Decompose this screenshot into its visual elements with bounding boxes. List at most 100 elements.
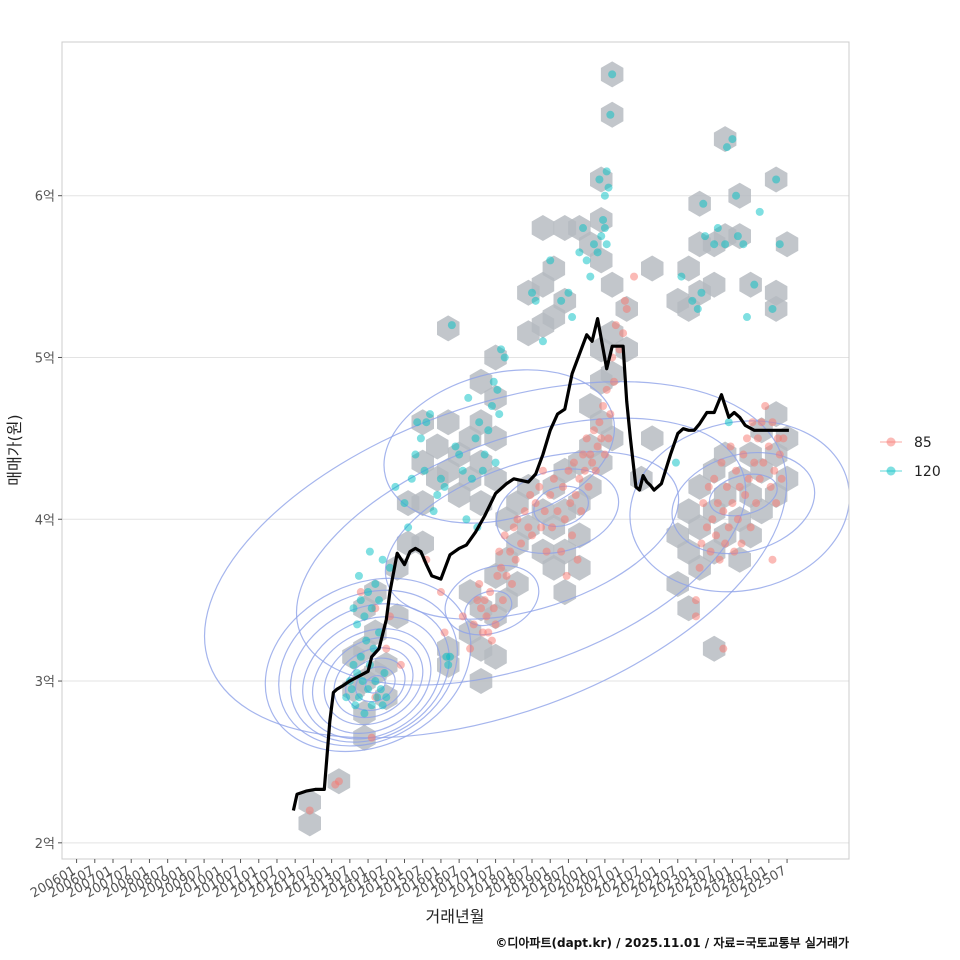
point-120 bbox=[367, 604, 376, 613]
point-85 bbox=[580, 466, 589, 475]
point-85 bbox=[305, 806, 314, 815]
point-85 bbox=[586, 450, 595, 459]
point-120 bbox=[722, 143, 731, 152]
density-contour bbox=[671, 451, 816, 555]
point-85 bbox=[604, 434, 613, 443]
point-85 bbox=[588, 458, 597, 467]
point-85 bbox=[564, 466, 573, 475]
point-120 bbox=[597, 232, 606, 241]
point-85 bbox=[739, 450, 748, 459]
point-120 bbox=[342, 693, 351, 702]
point-85 bbox=[719, 507, 728, 516]
point-85 bbox=[764, 442, 773, 451]
point-120 bbox=[475, 418, 484, 427]
point-85 bbox=[753, 434, 762, 443]
point-120 bbox=[733, 232, 742, 241]
point-85 bbox=[526, 490, 535, 499]
hex-bin bbox=[568, 554, 591, 581]
point-85 bbox=[568, 531, 577, 540]
point-85 bbox=[732, 466, 741, 475]
point-85 bbox=[766, 482, 775, 491]
point-120 bbox=[446, 652, 455, 661]
x-axis: 2006012006072007012007072008012008072009… bbox=[28, 859, 789, 901]
point-85 bbox=[691, 596, 700, 605]
point-120 bbox=[425, 410, 434, 419]
point-85 bbox=[717, 458, 726, 467]
point-120 bbox=[451, 442, 460, 451]
point-85 bbox=[537, 523, 546, 532]
density-contour bbox=[444, 564, 540, 636]
point-85 bbox=[691, 612, 700, 621]
point-85 bbox=[744, 474, 753, 483]
point-85 bbox=[553, 507, 562, 516]
point-85 bbox=[768, 555, 777, 564]
point-120 bbox=[455, 450, 464, 459]
point-120 bbox=[595, 175, 604, 184]
y-tick-label: 5억 bbox=[35, 351, 55, 366]
point-120 bbox=[374, 596, 383, 605]
point-120 bbox=[422, 418, 431, 427]
point-85 bbox=[517, 539, 526, 548]
point-120 bbox=[380, 668, 389, 677]
point-85 bbox=[770, 466, 779, 475]
point-85 bbox=[600, 450, 609, 459]
point-85 bbox=[595, 418, 604, 427]
point-85 bbox=[706, 547, 715, 556]
point-120 bbox=[411, 450, 420, 459]
y-axis: 2억 3억 4억 5억 6억 bbox=[35, 190, 62, 852]
point-85 bbox=[630, 272, 639, 281]
point-120 bbox=[378, 701, 387, 710]
point-120 bbox=[713, 224, 722, 233]
point-85 bbox=[750, 458, 759, 467]
point-85 bbox=[591, 466, 600, 475]
point-85 bbox=[549, 474, 558, 483]
panel-border bbox=[61, 41, 850, 860]
hex-bin bbox=[385, 603, 409, 630]
point-85 bbox=[557, 547, 566, 556]
legend: 85 120 bbox=[880, 435, 941, 480]
point-120 bbox=[688, 296, 697, 305]
density-contour bbox=[708, 473, 778, 517]
point-85 bbox=[495, 547, 504, 556]
hex-bin bbox=[702, 271, 726, 298]
point-85 bbox=[602, 385, 611, 394]
point-120 bbox=[564, 288, 573, 297]
point-120 bbox=[579, 224, 588, 233]
point-85 bbox=[520, 507, 529, 516]
hex-bin bbox=[484, 643, 507, 670]
point-120 bbox=[772, 175, 781, 184]
point-85 bbox=[524, 523, 533, 532]
density-contour bbox=[311, 628, 432, 734]
point-85 bbox=[589, 426, 598, 435]
point-120 bbox=[360, 709, 369, 718]
point-120 bbox=[436, 474, 445, 483]
point-120 bbox=[371, 579, 380, 588]
point-120 bbox=[373, 693, 382, 702]
point-85 bbox=[761, 402, 770, 411]
point-85 bbox=[719, 644, 728, 653]
point-120 bbox=[351, 701, 360, 710]
point-120 bbox=[416, 434, 425, 443]
point-85 bbox=[726, 442, 735, 451]
point-120 bbox=[557, 296, 566, 305]
hex-bin bbox=[298, 789, 321, 816]
point-120 bbox=[602, 240, 611, 249]
point-120 bbox=[742, 313, 751, 322]
point-120 bbox=[671, 458, 680, 467]
point-85 bbox=[466, 644, 475, 653]
point-85 bbox=[538, 466, 547, 475]
hex-bin bbox=[702, 635, 726, 662]
point-85 bbox=[548, 523, 557, 532]
point-120 bbox=[602, 167, 611, 176]
point-85 bbox=[487, 636, 496, 645]
point-85 bbox=[606, 410, 615, 419]
point-85 bbox=[735, 482, 744, 491]
density-contour bbox=[384, 451, 680, 620]
point-120 bbox=[491, 458, 500, 467]
point-85 bbox=[779, 434, 788, 443]
point-120 bbox=[495, 410, 504, 419]
point-120 bbox=[724, 418, 733, 427]
point-120 bbox=[385, 563, 394, 572]
point-120 bbox=[693, 304, 702, 313]
point-85 bbox=[620, 296, 629, 305]
